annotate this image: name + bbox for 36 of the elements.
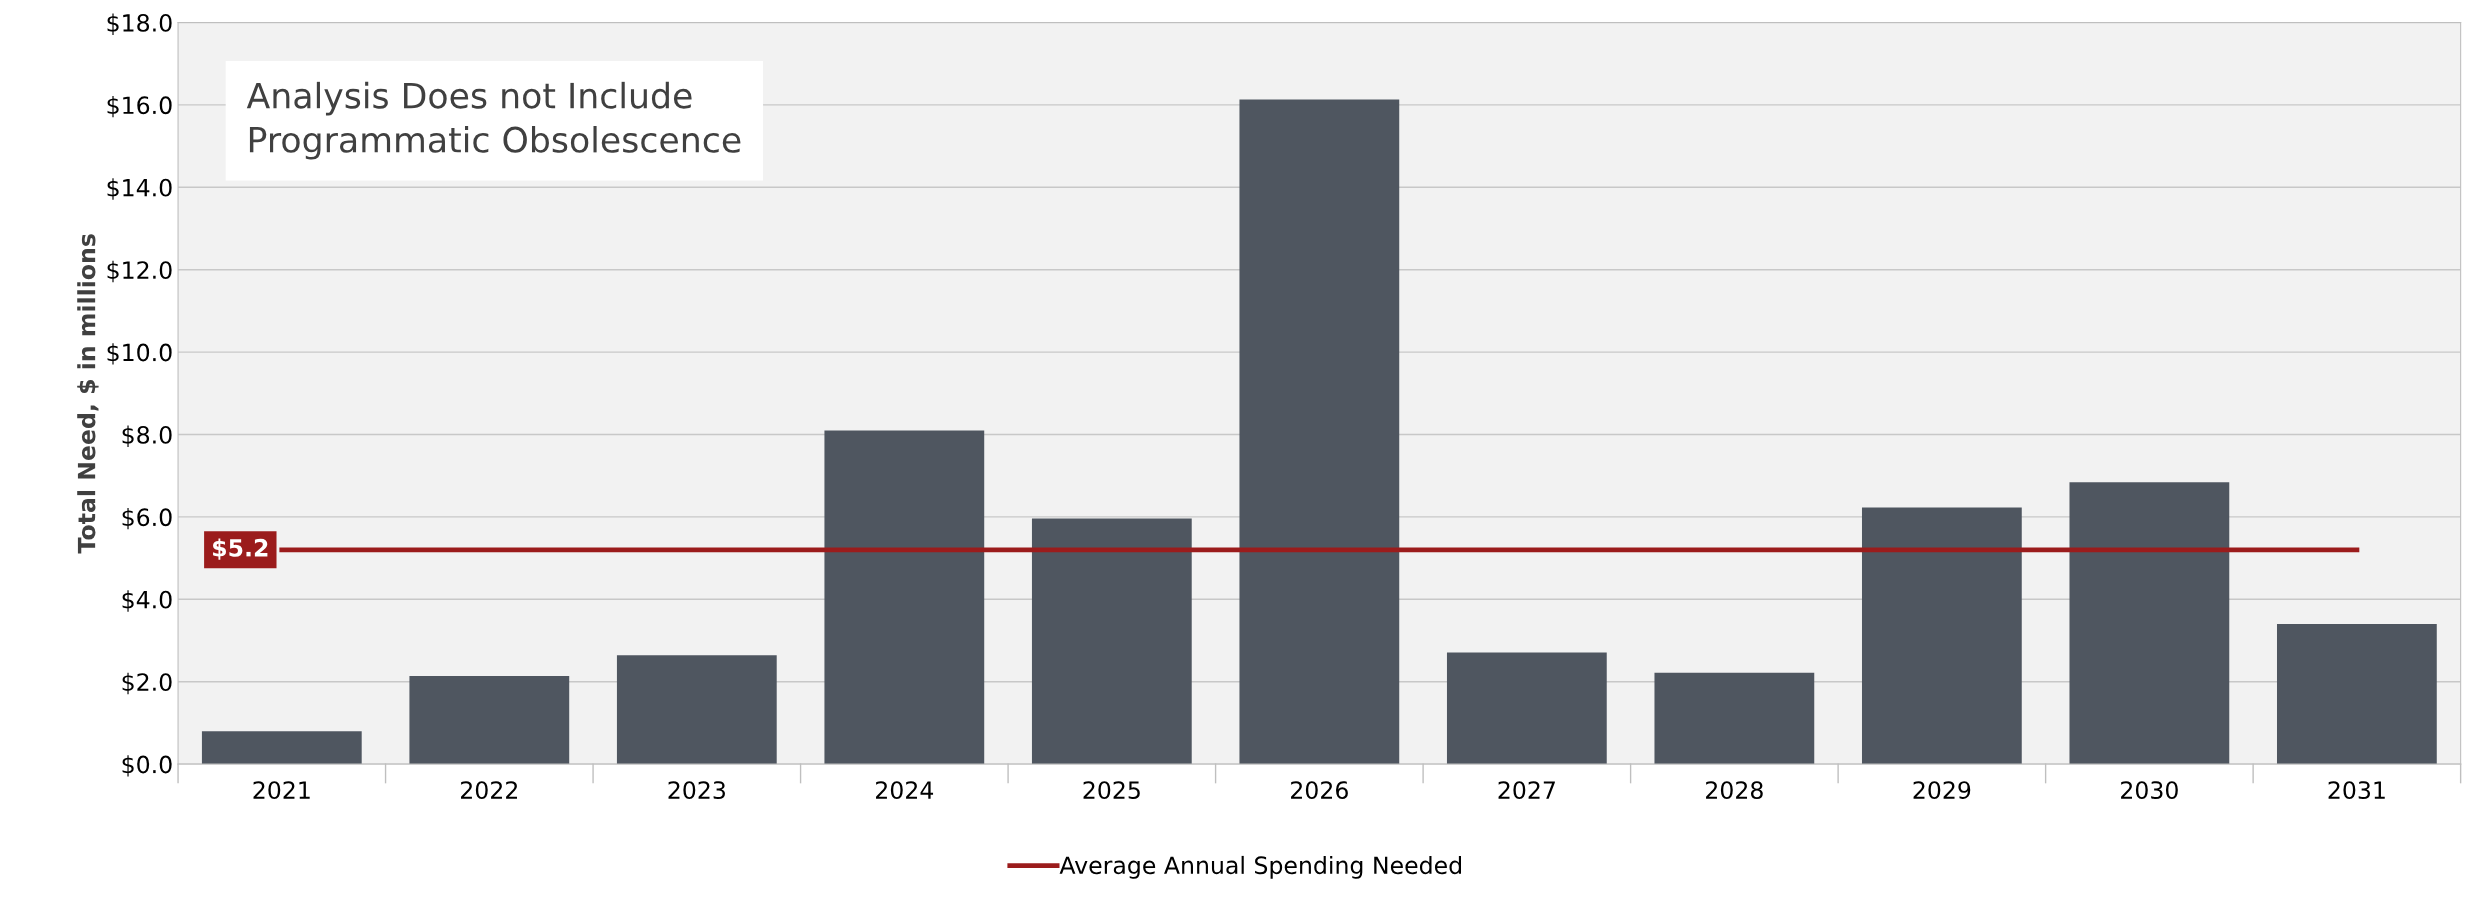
y-tick-label: $14.0	[107, 178, 172, 200]
x-tick-label: 2030	[2121, 781, 2178, 800]
x-tick-label: 2024	[876, 781, 934, 800]
y-tick-label: $18.0	[107, 13, 172, 35]
bar	[1446, 652, 1607, 765]
bar	[616, 655, 777, 765]
y-tick-label: $12.0	[107, 260, 172, 283]
legend-label: Average Annual Spending Needed	[1059, 855, 1461, 879]
y-tick-label: $2.0	[122, 672, 172, 695]
data-label: $5.2	[213, 538, 268, 560]
annotation: Analysis Does not Include Programmatic Obsolescence	[246, 81, 741, 160]
y-tick-label: $6.0	[122, 507, 172, 530]
bar	[2069, 482, 2230, 765]
x-tick-label: 2026	[1291, 781, 1348, 800]
bar	[1654, 672, 1815, 765]
y-tick-label: $8.0	[122, 425, 172, 447]
bar	[201, 731, 362, 765]
x-tick-label: 2023	[668, 781, 725, 800]
y-tick-label: $10.0	[107, 343, 172, 365]
x-tick-label: 2022	[461, 781, 517, 800]
bar	[1031, 518, 1192, 765]
bar	[1239, 99, 1400, 765]
x-tick-label: 2025	[1083, 781, 1140, 800]
x-tick-label: 2031	[2328, 781, 2385, 800]
bar	[409, 675, 570, 765]
y-axis-title: Total Need, $ in millions	[77, 234, 99, 554]
x-tick-label: 2027	[1498, 781, 1555, 800]
x-tick-label: 2029	[1913, 781, 1971, 800]
x-tick-label: 2021	[253, 781, 310, 800]
y-tick-label: $4.0	[122, 590, 172, 612]
x-tick-label: 2028	[1706, 781, 1763, 800]
bar	[824, 430, 985, 765]
bar	[1861, 507, 2022, 765]
y-tick-label: $16.0	[107, 95, 172, 118]
bar	[2276, 624, 2437, 765]
y-tick-label: $0.0	[122, 755, 172, 777]
